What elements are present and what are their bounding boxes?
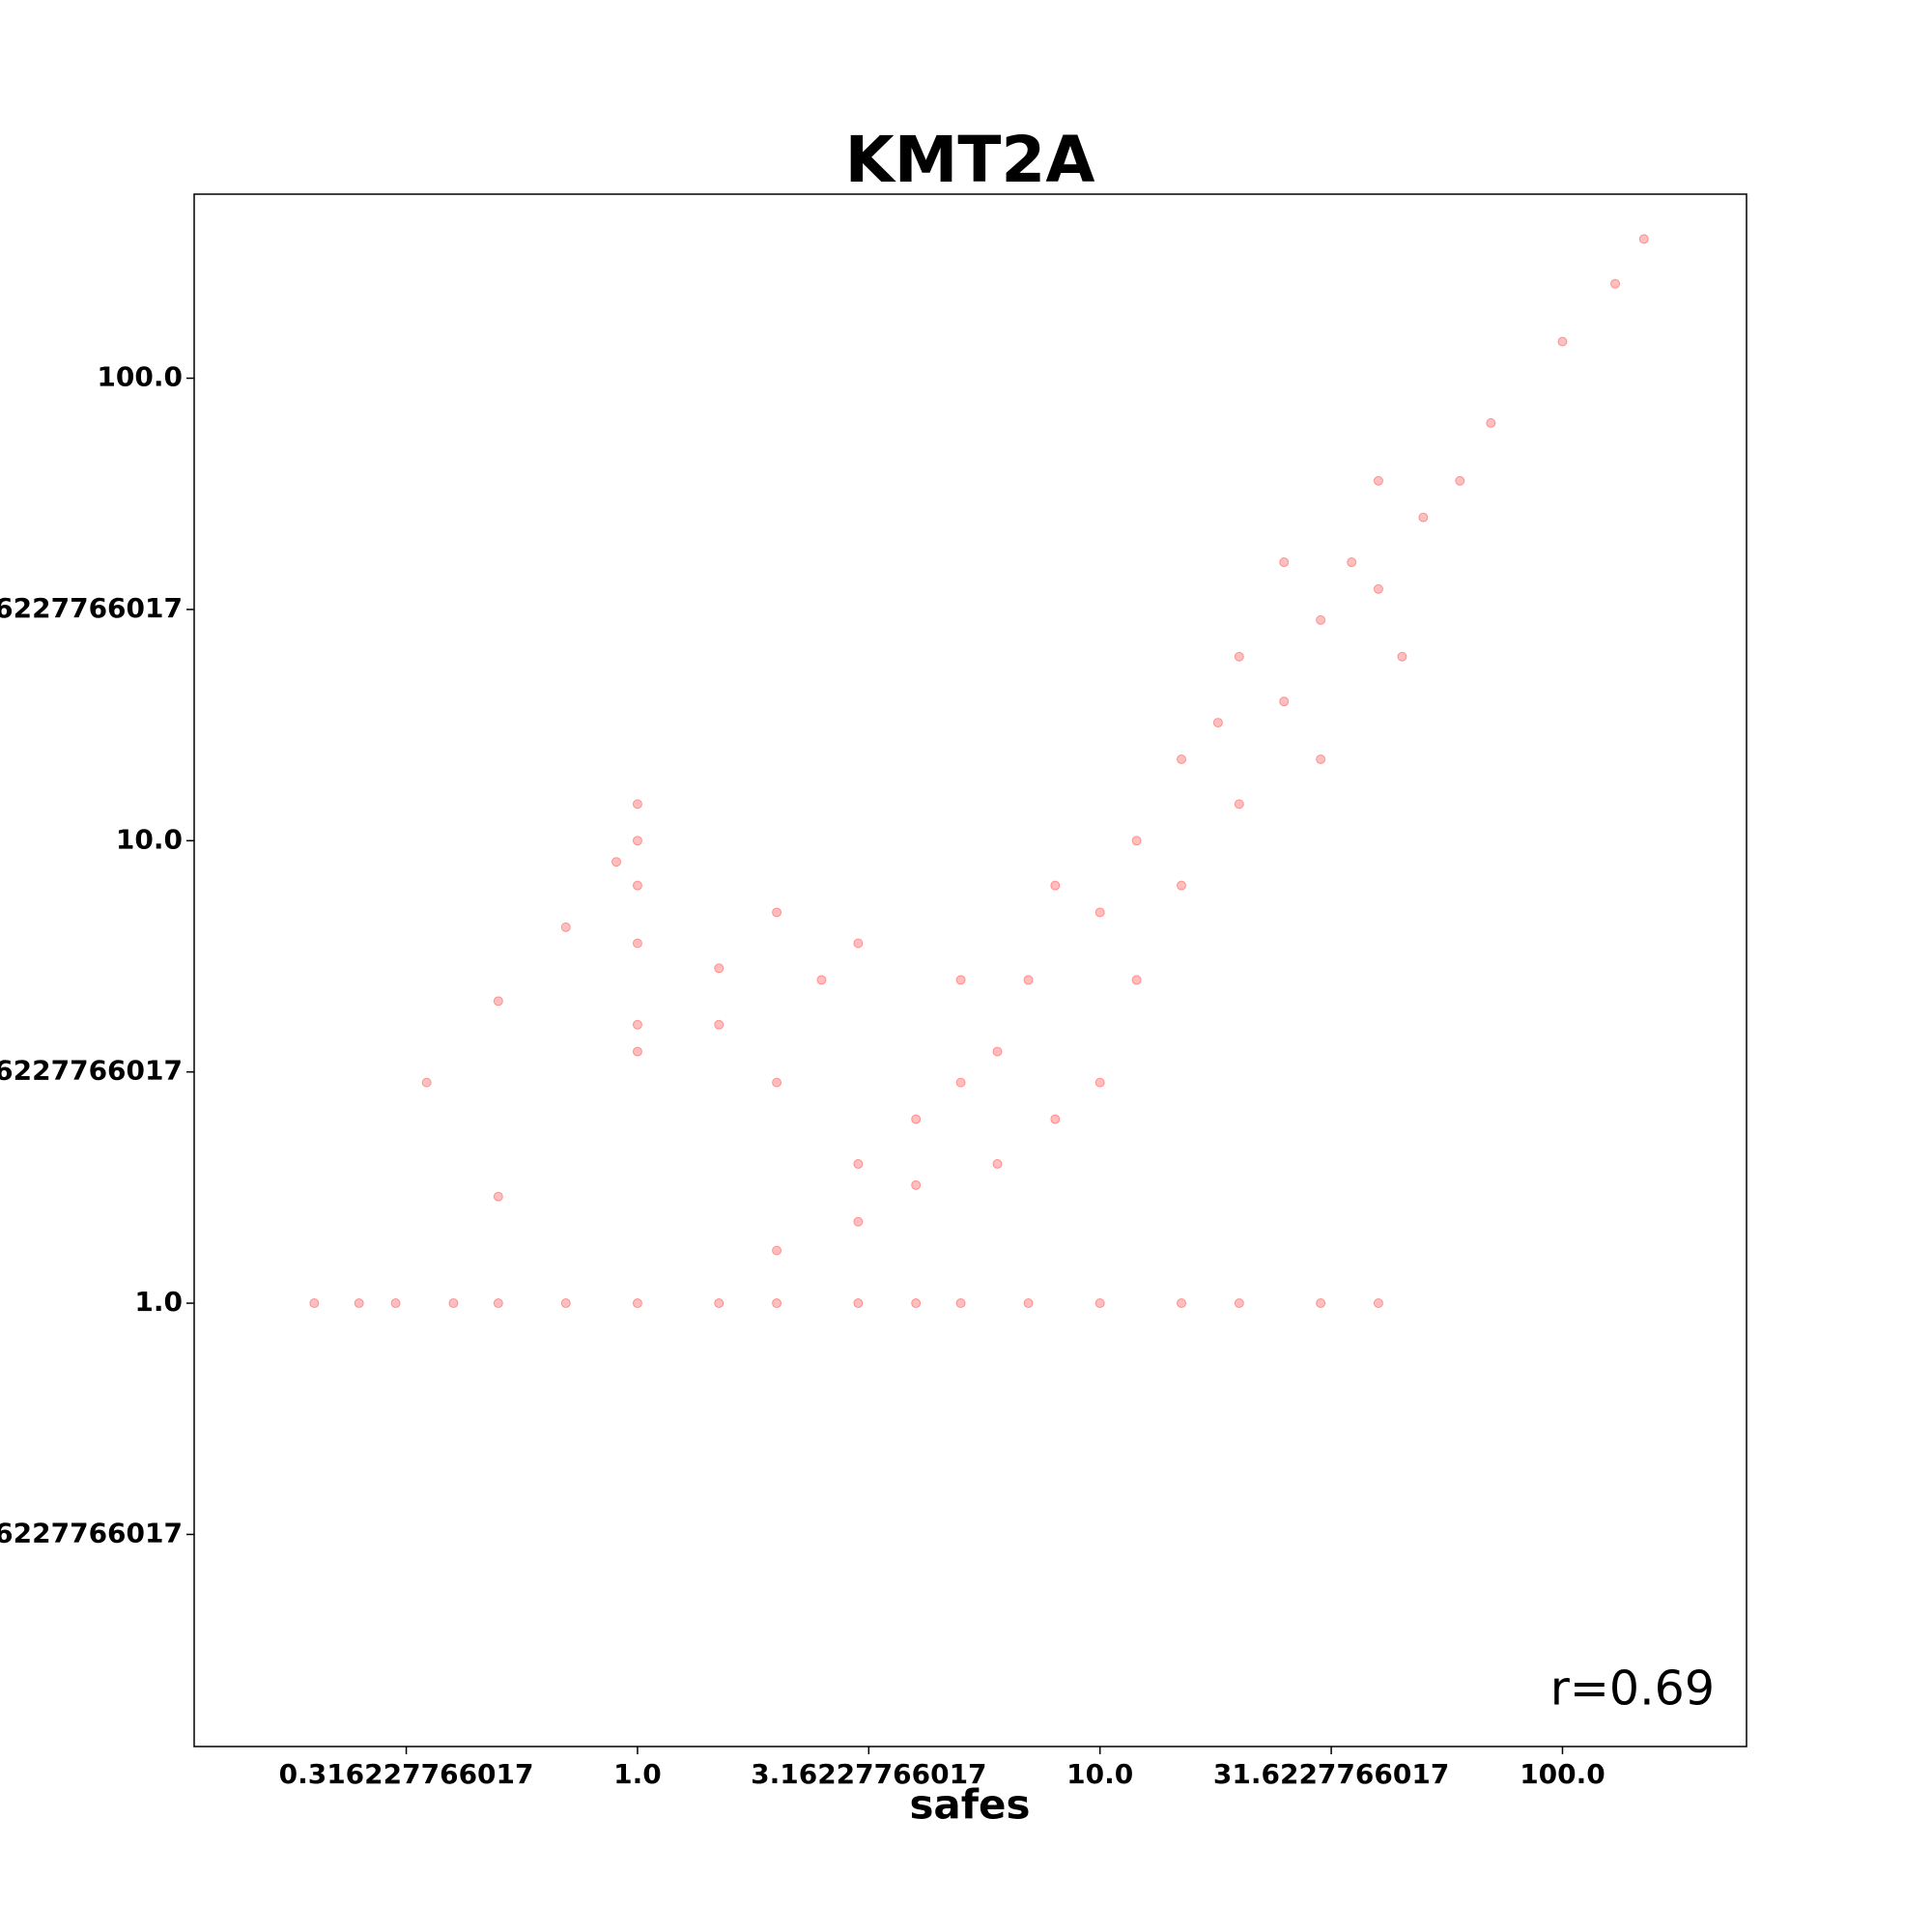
point — [853, 1216, 864, 1227]
point — [992, 1158, 1003, 1169]
point — [772, 1077, 782, 1088]
point — [1234, 651, 1244, 662]
x-axis-label: safes — [909, 1781, 1030, 1829]
point — [1050, 1114, 1061, 1124]
point — [955, 975, 966, 985]
point — [853, 938, 864, 949]
point — [1316, 614, 1326, 625]
point — [1373, 475, 1383, 486]
point — [1610, 278, 1621, 289]
point — [1177, 1298, 1187, 1309]
point — [1094, 1298, 1105, 1309]
point — [560, 1298, 571, 1309]
point — [1486, 417, 1496, 428]
point — [560, 922, 571, 932]
y-tick-label: 1.0 — [134, 1286, 183, 1318]
point — [955, 1298, 966, 1309]
point — [911, 1179, 922, 1190]
point — [1094, 1077, 1105, 1088]
point — [632, 1019, 642, 1030]
point — [772, 1245, 782, 1256]
point — [911, 1114, 922, 1124]
y-tick-label: 3.16227766017 — [0, 1055, 183, 1087]
annotation: r=0.69 — [1550, 1662, 1715, 1717]
point — [714, 1019, 724, 1030]
point — [816, 975, 827, 985]
point — [772, 1298, 782, 1309]
point — [955, 1077, 966, 1088]
point — [1638, 234, 1649, 244]
point — [1131, 975, 1142, 985]
y-tick-label: 0.316227766017 — [0, 1517, 183, 1548]
x-tick-label: 100.0 — [1520, 1758, 1605, 1790]
point — [448, 1298, 459, 1309]
point — [1212, 718, 1223, 728]
point — [1455, 475, 1465, 486]
point — [1131, 836, 1142, 846]
x-tick-label: 31.6227766017 — [1213, 1758, 1449, 1790]
point — [421, 1077, 432, 1088]
point — [1418, 512, 1429, 523]
y-tick-label: 100.0 — [97, 361, 183, 393]
point — [1347, 557, 1357, 568]
point — [853, 1158, 864, 1169]
point — [1279, 696, 1290, 707]
point — [772, 907, 782, 918]
point — [1050, 880, 1061, 891]
point — [992, 1046, 1003, 1057]
point — [493, 1191, 503, 1202]
point — [1234, 799, 1244, 810]
point — [493, 1298, 503, 1309]
point — [1023, 975, 1034, 985]
point — [493, 996, 503, 1007]
point — [309, 1298, 320, 1309]
point — [632, 836, 642, 846]
point — [714, 963, 724, 974]
point — [1177, 753, 1187, 764]
point — [632, 880, 642, 891]
point — [611, 857, 622, 867]
x-tick-label: 0.316227766017 — [279, 1758, 534, 1790]
point — [632, 938, 642, 949]
point — [390, 1298, 401, 1309]
point — [1023, 1298, 1034, 1309]
point — [1234, 1298, 1244, 1309]
point — [1557, 336, 1568, 347]
x-tick-label: 10.0 — [1066, 1758, 1133, 1790]
point — [911, 1298, 922, 1309]
chart-title: KMT2A — [845, 123, 1095, 197]
x-tick-label: 3.16227766017 — [751, 1758, 986, 1790]
point — [1177, 880, 1187, 891]
x-tick-label: 1.0 — [613, 1758, 662, 1790]
point — [1316, 1298, 1326, 1309]
point — [1373, 583, 1383, 594]
y-tick-label: 31.6227766017 — [0, 592, 183, 624]
y-tick-label: 10.0 — [116, 823, 183, 855]
point — [714, 1298, 724, 1309]
point — [1397, 651, 1407, 662]
plot-frame — [193, 193, 1747, 1747]
point — [632, 799, 642, 810]
point — [1279, 557, 1290, 568]
point — [1373, 1298, 1383, 1309]
point — [1316, 753, 1326, 764]
point — [853, 1298, 864, 1309]
point — [354, 1298, 364, 1309]
point — [632, 1298, 642, 1309]
point — [1094, 907, 1105, 918]
point — [632, 1046, 642, 1057]
